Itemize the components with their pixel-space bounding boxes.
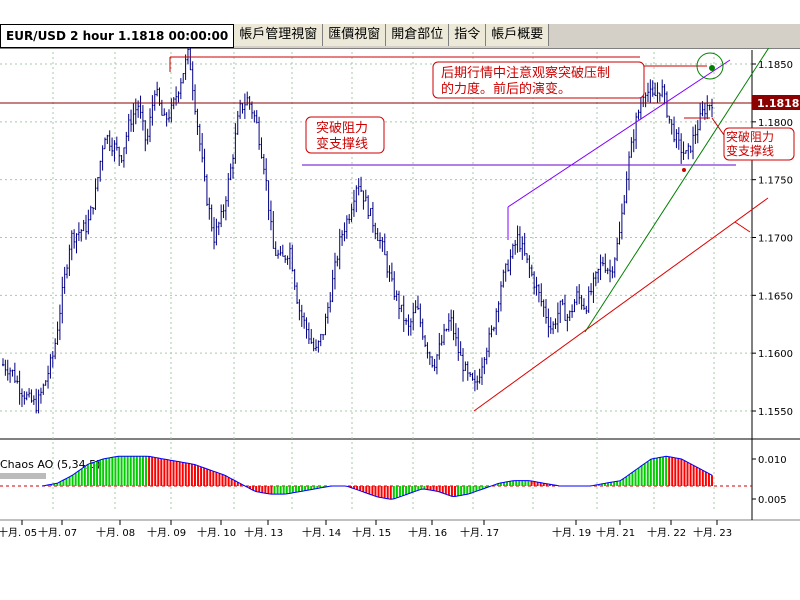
annotation-box-left xyxy=(305,116,385,154)
ao-title-strip xyxy=(0,473,46,479)
y-tick-label: 1.1700 xyxy=(758,234,793,245)
y-tick-label: 1.1750 xyxy=(758,176,793,187)
x-tick-label: 十月. 23 xyxy=(693,526,732,539)
y-tick-label: 1.1650 xyxy=(758,291,793,302)
last-price-badge xyxy=(752,95,800,110)
price-chart: 十月. 05 十月. 07 十月. 08 十月. 09 十月. 10 十月. 13 十月. … xyxy=(0,48,800,539)
y-tick-label: 1.1600 xyxy=(758,349,793,360)
x-tick-label: 十月. 16 xyxy=(408,526,447,539)
tab-3[interactable]: 匯價視窗 xyxy=(323,24,387,46)
x-tick-label: 十月. 07 xyxy=(38,526,77,539)
tab-4[interactable]: 開倉部位 xyxy=(386,24,450,46)
low-marker xyxy=(682,168,686,172)
annotation-box-right xyxy=(723,127,795,161)
ao-y-tick-label: 0.010 xyxy=(758,455,787,466)
x-tick-label: 十月. 10 xyxy=(197,526,236,539)
ao-signal-line xyxy=(41,455,713,500)
last-price-label: 1.1818 xyxy=(757,97,799,110)
red-trend-tick xyxy=(734,221,751,233)
annotation-main-line-2: 的力度。前后的演变。 xyxy=(441,81,571,97)
x-tick-label: 十月. 21 xyxy=(596,526,635,539)
x-tick-label: 十月. 09 xyxy=(147,526,186,539)
annotation-right-pointer xyxy=(711,117,725,136)
y-tick-label: 1.1550 xyxy=(758,407,793,418)
x-tick-label: 十月. 19 xyxy=(552,526,591,539)
annotation-box-main xyxy=(432,61,645,99)
annotation-left-line-2: 变支撑线 xyxy=(316,136,368,152)
highlight-circle xyxy=(696,52,724,80)
y-tick-label: 1.1850 xyxy=(758,60,793,71)
tab-5[interactable]: 指令 xyxy=(449,24,487,46)
x-tick-label: 十月. 08 xyxy=(96,526,135,539)
tab-6[interactable]: 帳戶概要 xyxy=(486,24,550,46)
x-tick-label: 十月. 13 xyxy=(244,526,283,539)
x-tick-label: 十月. 15 xyxy=(352,526,391,539)
upper-channel-line xyxy=(507,59,731,208)
annotation-right-line-2: 变支撑线 xyxy=(726,143,774,158)
ao-y-tick-label: 0.005 xyxy=(758,495,787,506)
candles xyxy=(2,48,713,414)
green-trend-line xyxy=(584,48,770,333)
highlight-dot xyxy=(709,65,715,71)
annotation-main-line-1: 后期行情中注意观察突破压制 xyxy=(441,65,610,81)
ao-bars xyxy=(44,456,713,500)
tab-bar: EUR/USD 2 hour 1.1818 00:00:00 帳戶管理視窗 匯價視窗… xyxy=(0,24,800,49)
x-tick-label: 十月. 22 xyxy=(647,526,686,539)
annotation-right-line-1: 突破阻力 xyxy=(726,129,774,144)
tab-1[interactable]: EUR/USD 2 hour 1.1818 00:00:00 xyxy=(0,24,235,48)
annotation-left-line-1: 突破阻力 xyxy=(316,120,368,136)
red-trend-line xyxy=(473,197,769,412)
x-tick-label: 十月. 17 xyxy=(460,526,499,539)
ao-title: Chaos AO (5,34,5) xyxy=(0,458,100,471)
x-tick-label: 十月. 05 xyxy=(0,526,37,539)
tab-2[interactable]: 帳戶管理視窗 xyxy=(234,24,324,46)
y-tick-label: 1.1800 xyxy=(758,118,793,129)
x-tick-label: 十月. 14 xyxy=(302,526,341,539)
